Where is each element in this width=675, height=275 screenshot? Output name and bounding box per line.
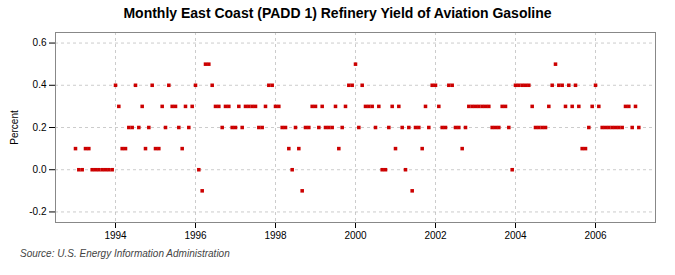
svg-text:0.4: 0.4: [33, 79, 47, 90]
svg-text:-0.2: -0.2: [29, 206, 47, 217]
svg-text:2002: 2002: [424, 230, 447, 241]
svg-text:2006: 2006: [584, 230, 607, 241]
svg-text:1998: 1998: [264, 230, 287, 241]
svg-text:1994: 1994: [104, 230, 127, 241]
svg-text:Percent: Percent: [9, 110, 20, 145]
svg-text:1996: 1996: [184, 230, 207, 241]
svg-text:0.2: 0.2: [33, 122, 47, 133]
html-text:Monthly East Coast (PADD 1) Re: Monthly East Coast (PADD 1) Refinery Yie…: [123, 5, 552, 21]
svg-text:2004: 2004: [504, 230, 527, 241]
svg-text:2000: 2000: [344, 230, 367, 241]
svg-text:0.0: 0.0: [33, 164, 47, 175]
svg-text:0.6: 0.6: [33, 37, 47, 48]
html-text:Source: U.S. Energy Informatio: Source: U.S. Energy Information Administ…: [20, 248, 230, 259]
